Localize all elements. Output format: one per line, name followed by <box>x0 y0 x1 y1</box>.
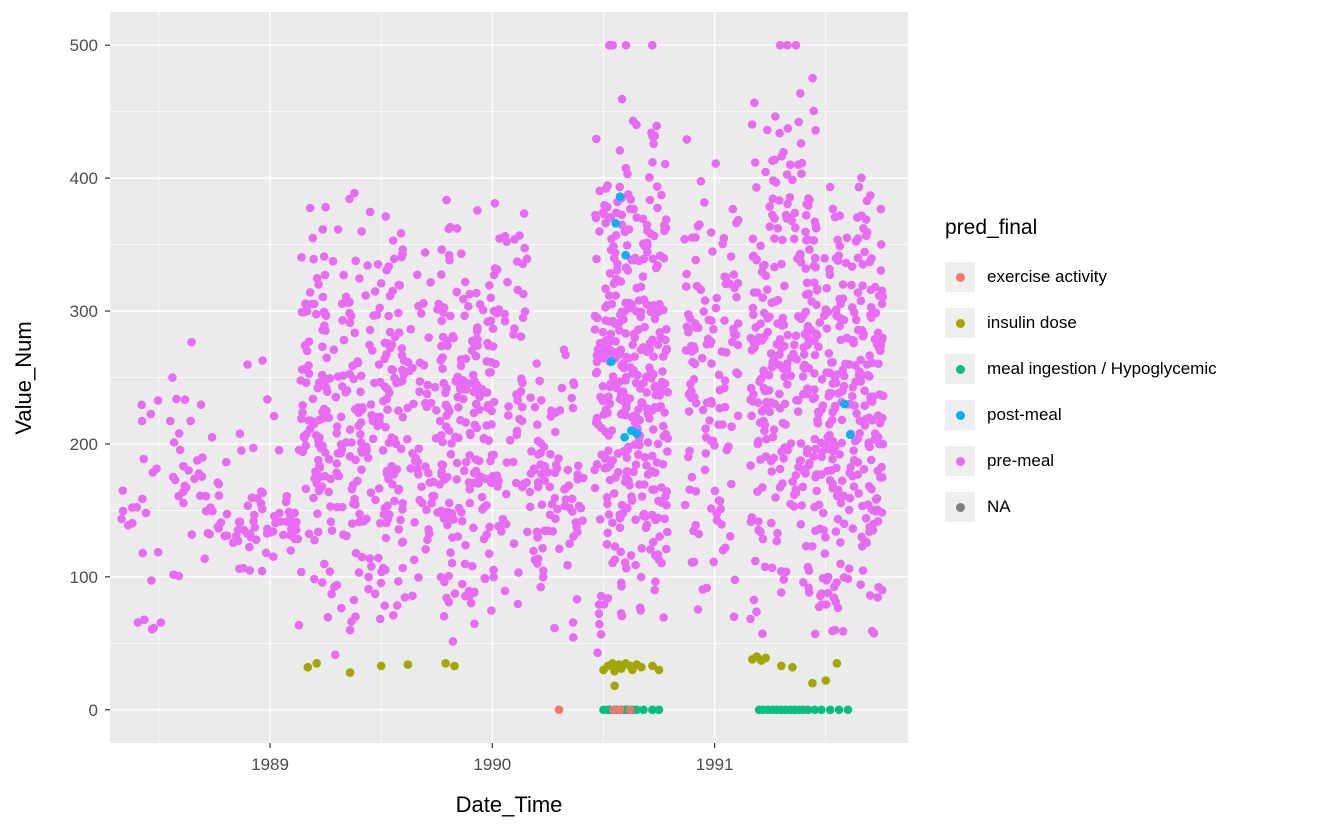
legend-title: pred_final <box>945 216 1038 239</box>
x-tick-label: 1989 <box>251 755 289 774</box>
legend-key <box>945 262 975 292</box>
y-tick-label: 400 <box>70 169 98 188</box>
legend-entry: pre-meal <box>945 438 1335 484</box>
series-insulin-dose <box>303 652 842 691</box>
y-tick-label: 100 <box>70 568 98 587</box>
legend-key <box>945 446 975 476</box>
legend-label: exercise activity <box>987 267 1107 286</box>
legend-label: NA <box>987 497 1011 516</box>
series-exercise-activity <box>554 705 635 715</box>
axes: 0 100 200 300 400 500 1989 1990 1991 <box>70 36 734 774</box>
legend-key <box>945 400 975 430</box>
x-axis-title: Date_Time <box>455 792 563 817</box>
legend-entry: exercise activity <box>945 254 1335 300</box>
legend-key <box>945 354 975 384</box>
legend-dot-icon <box>955 456 965 466</box>
legend-entry: insulin dose <box>945 300 1335 346</box>
x-tick-label: 1990 <box>473 755 511 774</box>
y-axis-title: Value_Num <box>11 321 36 435</box>
y-tick-label: 0 <box>89 701 98 720</box>
legend-dot-icon <box>955 364 965 374</box>
legend-key <box>945 308 975 338</box>
legend-entry: NA <box>945 484 1335 530</box>
series-pre-meal <box>117 40 888 660</box>
legend-entry: post-meal <box>945 392 1335 438</box>
legend-key <box>945 492 975 522</box>
x-tick-label: 1991 <box>696 755 734 774</box>
legend-dot-icon <box>955 502 965 512</box>
series-post-meal <box>607 192 855 442</box>
legend-label: post-meal <box>987 405 1062 424</box>
y-tick-label: 300 <box>70 302 98 321</box>
legend-dot-icon <box>955 318 965 328</box>
legend-label: pre-meal <box>987 451 1055 470</box>
legend-dot-icon <box>955 410 965 420</box>
y-tick-label: 200 <box>70 435 98 454</box>
legend-label: insulin dose <box>987 313 1077 332</box>
legend-dot-icon <box>955 272 965 282</box>
legend-label: meal ingestion / Hypoglycemic <box>987 359 1217 378</box>
legend-entry: meal ingestion / Hypoglycemic <box>945 346 1335 392</box>
y-tick-label: 500 <box>70 36 98 55</box>
legend: pred_final exercise activity insulin dose… <box>945 216 1335 530</box>
